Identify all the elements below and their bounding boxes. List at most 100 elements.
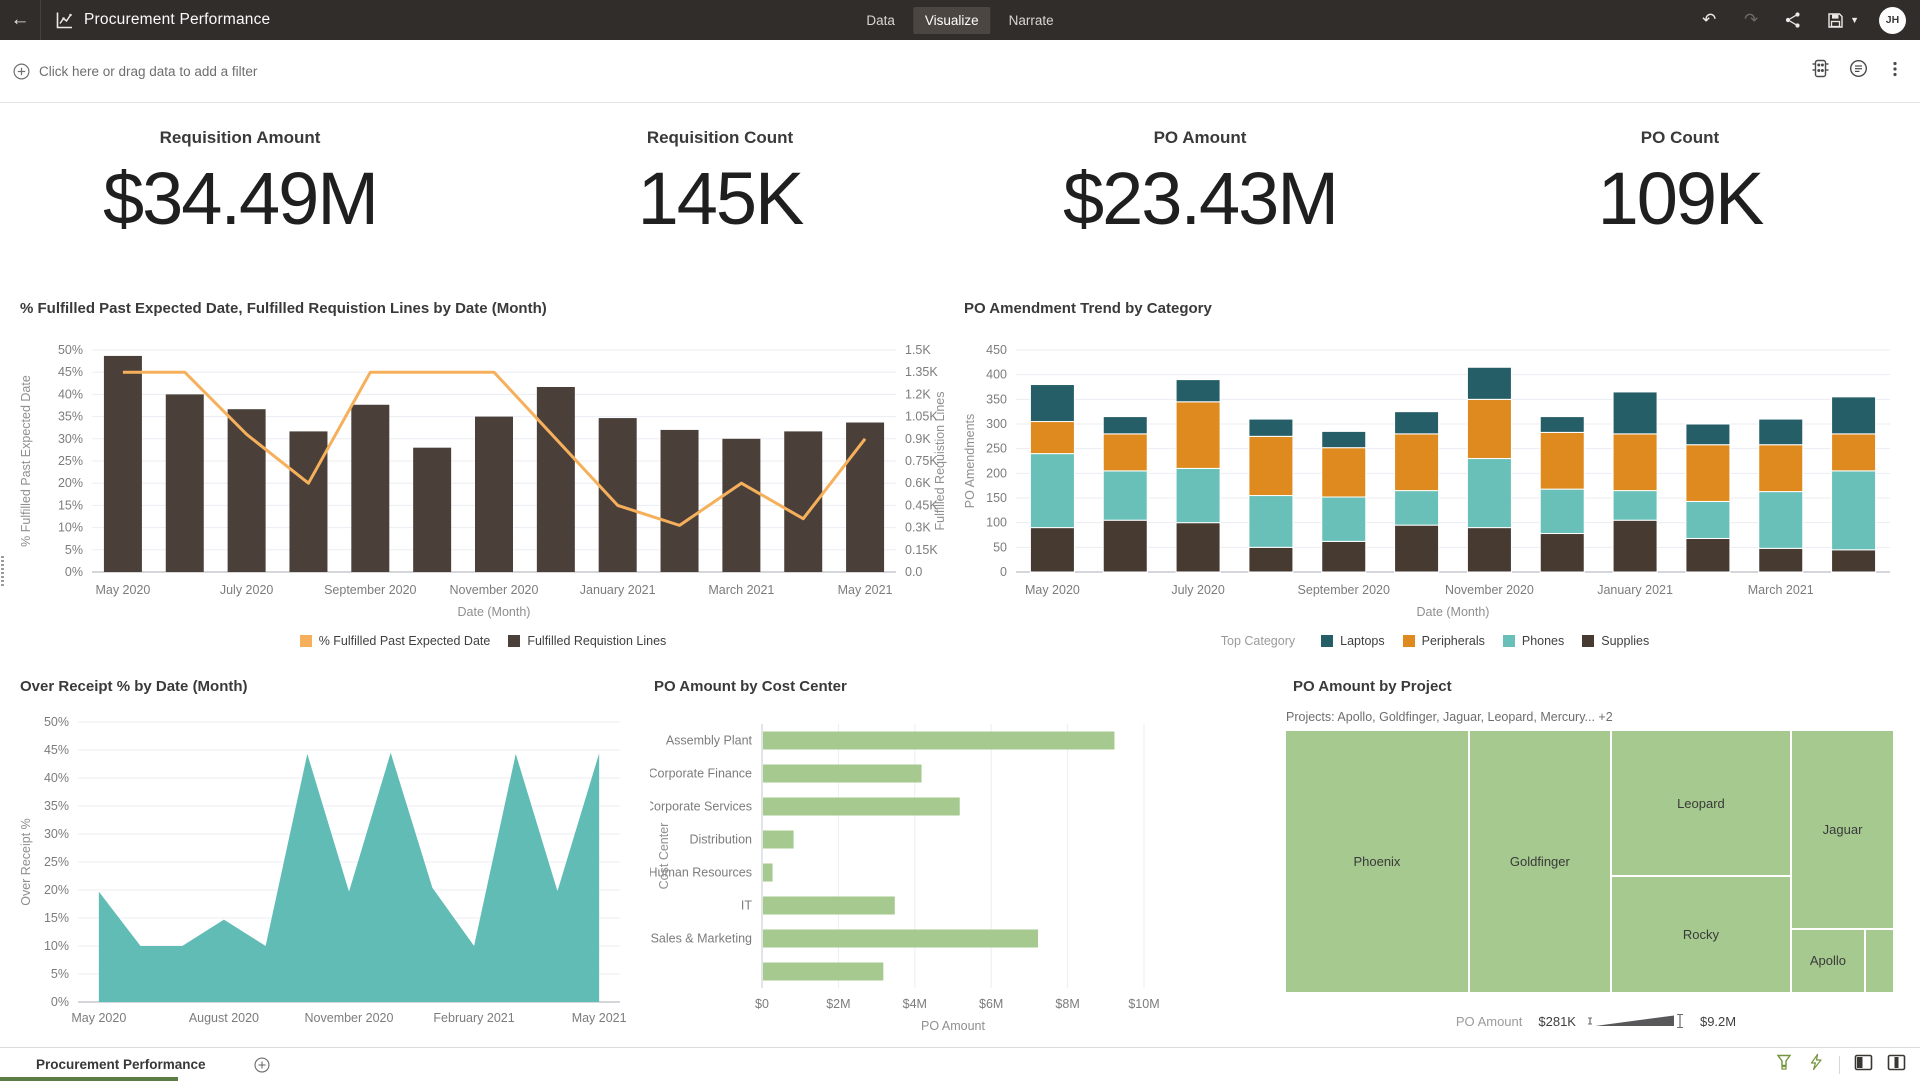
segment-laptops-May 2020[interactable] (1029, 384, 1075, 423)
segment-peripherals-April 2021[interactable] (1831, 433, 1877, 472)
hbar-Corporate Finance[interactable] (763, 764, 922, 783)
segment-peripherals-January 2021[interactable] (1612, 433, 1658, 492)
segment-supplies-February 2021[interactable] (1685, 537, 1731, 573)
hbar-Corporate Services[interactable] (763, 797, 960, 816)
segment-supplies-October 2020[interactable] (1394, 524, 1440, 573)
legend-item-supplies[interactable]: Supplies (1582, 634, 1649, 648)
segment-phones-July 2020[interactable] (1175, 467, 1221, 524)
add-canvas-icon[interactable] (254, 1056, 270, 1073)
bar-February 2021[interactable] (660, 429, 699, 572)
tab-narrate[interactable]: Narrate (1008, 12, 1054, 28)
hbar-Human Resources[interactable] (763, 863, 773, 882)
bar-October 2020[interactable] (413, 447, 452, 572)
hbar-Assembly Plant[interactable] (763, 731, 1115, 750)
projects-filter-summary[interactable]: Projects: Apollo, Goldfinger, Jaguar, Le… (1286, 710, 1613, 724)
treemap-tile-unnamed[interactable] (1864, 928, 1894, 993)
segment-laptops-February 2021[interactable] (1685, 423, 1731, 446)
segment-phones-April 2021[interactable] (1831, 470, 1877, 551)
segment-supplies-January 2021[interactable] (1612, 519, 1658, 573)
segment-laptops-June 2020[interactable] (1102, 416, 1148, 435)
undo-icon[interactable]: ↶ (1701, 10, 1717, 29)
bar-May 2021[interactable] (846, 422, 885, 572)
segment-peripherals-September 2020[interactable] (1321, 447, 1367, 498)
segment-peripherals-November 2020[interactable] (1466, 398, 1512, 460)
segment-laptops-July 2020[interactable] (1175, 379, 1221, 403)
bar-August 2020[interactable] (289, 431, 328, 572)
treemap-tile-jaguar[interactable]: Jaguar (1791, 730, 1894, 929)
add-filter-prompt[interactable]: Click here or drag data to add a filter (0, 62, 257, 80)
treemap-tile-leopard[interactable]: Leopard (1610, 730, 1792, 877)
segment-peripherals-May 2020[interactable] (1029, 421, 1075, 455)
segment-supplies-November 2020[interactable] (1466, 527, 1512, 573)
bar-January 2021[interactable] (598, 418, 637, 572)
segment-laptops-December 2020[interactable] (1539, 416, 1585, 433)
kpi-requisition-amount[interactable]: Requisition Amount $34.49M (0, 116, 480, 286)
segment-peripherals-February 2021[interactable] (1685, 444, 1731, 502)
tab-visualize[interactable]: Visualize (912, 6, 991, 34)
panel-grip[interactable] (1, 556, 4, 586)
segment-laptops-January 2021[interactable] (1612, 391, 1658, 435)
hbar-Distribution[interactable] (763, 830, 794, 849)
kebab-menu-icon[interactable] (1886, 60, 1904, 83)
segment-phones-December 2020[interactable] (1539, 488, 1585, 535)
area-series[interactable] (98, 752, 600, 1002)
segment-peripherals-March 2021[interactable] (1758, 444, 1804, 493)
bar-March 2021[interactable] (722, 438, 761, 572)
segment-supplies-August 2020[interactable] (1248, 546, 1294, 573)
layout-center-panel-icon[interactable] (1887, 1053, 1906, 1077)
segment-supplies-April 2021[interactable] (1831, 549, 1877, 573)
back-button[interactable]: ← (10, 9, 30, 30)
bar-May 2020[interactable] (103, 355, 142, 572)
tab-data[interactable]: Data (866, 12, 895, 28)
segment-supplies-September 2020[interactable] (1321, 540, 1367, 573)
hbar-IT[interactable] (763, 896, 895, 915)
segment-phones-January 2021[interactable] (1612, 490, 1658, 521)
funnel-icon[interactable] (1775, 1053, 1793, 1076)
segment-laptops-March 2021[interactable] (1758, 418, 1804, 446)
legend-item-peripherals[interactable]: Peripherals (1402, 634, 1485, 648)
treemap-tile-apollo[interactable]: Apollo (1791, 928, 1865, 993)
segment-supplies-May 2020[interactable] (1029, 527, 1075, 573)
kpi-po-count[interactable]: PO Count 109K (1440, 116, 1920, 286)
bar-July 2020[interactable] (227, 409, 266, 572)
lightning-icon[interactable] (1807, 1053, 1825, 1076)
bar-December 2020[interactable] (536, 387, 575, 572)
segment-laptops-October 2020[interactable] (1394, 411, 1440, 435)
trend-line[interactable] (122, 370, 867, 527)
segment-phones-October 2020[interactable] (1394, 490, 1440, 526)
legend-item-laptops[interactable]: Laptops (1321, 634, 1385, 648)
traffic-light-icon[interactable] (1810, 58, 1831, 84)
segment-supplies-December 2020[interactable] (1539, 533, 1585, 573)
segment-phones-August 2020[interactable] (1248, 495, 1294, 548)
legend-item-phones[interactable]: Phones (1502, 634, 1564, 648)
bar-November 2020[interactable] (475, 416, 513, 572)
segment-phones-May 2020[interactable] (1029, 453, 1075, 529)
hbar-Sales & Marketing[interactable] (763, 929, 1039, 948)
save-icon[interactable] (1824, 9, 1846, 31)
treemap-tile-goldfinger[interactable]: Goldfinger (1468, 730, 1611, 993)
segment-phones-June 2020[interactable] (1102, 470, 1148, 521)
segment-phones-September 2020[interactable] (1321, 496, 1367, 542)
segment-laptops-August 2020[interactable] (1248, 418, 1294, 437)
segment-peripherals-June 2020[interactable] (1102, 433, 1148, 472)
annotation-icon[interactable] (1848, 58, 1869, 84)
layout-left-panel-icon[interactable] (1854, 1053, 1873, 1077)
segment-supplies-March 2021[interactable] (1758, 547, 1804, 573)
treemap-tile-phoenix[interactable]: Phoenix (1285, 730, 1469, 993)
segment-peripherals-July 2020[interactable] (1175, 401, 1221, 469)
segment-peripherals-August 2020[interactable] (1248, 435, 1294, 497)
kpi-po-amount[interactable]: PO Amount $23.43M (960, 116, 1440, 286)
bar-June 2020[interactable] (165, 394, 204, 572)
segment-laptops-November 2020[interactable] (1466, 366, 1512, 400)
segment-phones-February 2021[interactable] (1685, 500, 1731, 539)
segment-laptops-April 2021[interactable] (1831, 396, 1877, 435)
legend-item-fulfilled-requistion-lines[interactable]: Fulfilled Requistion Lines (508, 634, 666, 648)
canvas-tab-procurement-performance[interactable]: Procurement Performance (0, 1048, 242, 1081)
segment-peripherals-December 2020[interactable] (1539, 431, 1585, 490)
kpi-requisition-count[interactable]: Requisition Count 145K (480, 116, 960, 286)
segment-phones-March 2021[interactable] (1758, 491, 1804, 549)
save-caret-icon[interactable]: ▼ (1850, 15, 1859, 25)
bar-September 2020[interactable] (351, 404, 390, 572)
treemap-tile-rocky[interactable]: Rocky (1610, 876, 1792, 993)
segment-phones-November 2020[interactable] (1466, 458, 1512, 529)
